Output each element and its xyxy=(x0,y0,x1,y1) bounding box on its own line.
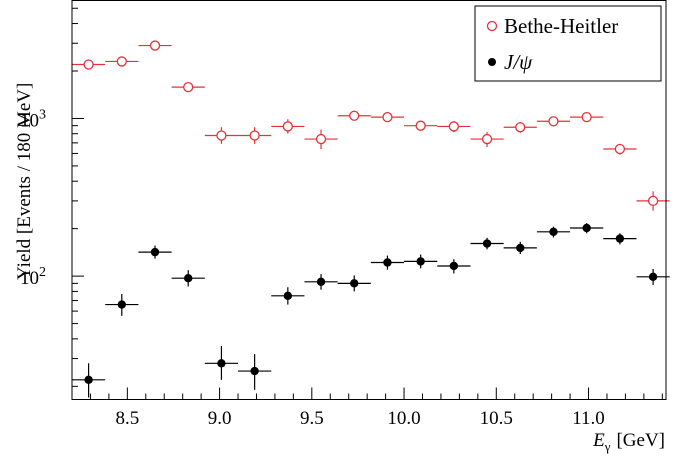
data-point xyxy=(316,277,326,287)
x-axis-symbol: E xyxy=(592,430,605,451)
x-tick-label: 11.0 xyxy=(572,408,605,429)
x-tick-label: 10.5 xyxy=(480,408,513,429)
data-marks xyxy=(72,40,670,398)
data-point xyxy=(549,227,558,237)
legend-label-bethe-heitler: Bethe-Heitler xyxy=(504,14,618,38)
x-tick-label: 9.0 xyxy=(208,408,232,429)
series-jpsi xyxy=(72,223,670,398)
legend-marker-bethe-heitler xyxy=(486,20,498,32)
data-point xyxy=(548,116,559,127)
data-point xyxy=(149,40,161,51)
data-point xyxy=(383,258,392,267)
data-point xyxy=(481,133,493,145)
data-point xyxy=(150,247,160,257)
data-point xyxy=(382,111,393,123)
axis-ticks xyxy=(71,7,663,400)
series-bethe-heitler xyxy=(72,40,670,211)
y-tick-labels: 102 103 xyxy=(20,107,46,289)
data-point xyxy=(83,59,94,70)
x-tick-label: 9.5 xyxy=(300,408,324,429)
data-point xyxy=(216,130,227,141)
y-axis-title: Yield [Events / 180 MeV] xyxy=(14,83,35,280)
data-point xyxy=(283,291,293,301)
data-point xyxy=(249,130,260,141)
legend: Bethe-Heitler J/ψ xyxy=(474,5,662,82)
y-tick-label: 102 xyxy=(20,265,46,289)
legend-marker-jpsi xyxy=(488,58,496,66)
data-point xyxy=(581,111,592,123)
data-point xyxy=(482,239,492,248)
data-point xyxy=(183,81,194,93)
data-point xyxy=(516,243,525,253)
data-point xyxy=(448,121,460,132)
x-axis-title: Eγ [GeV] xyxy=(592,430,665,454)
data-point xyxy=(282,121,293,132)
data-point xyxy=(349,110,360,121)
data-point xyxy=(415,120,426,131)
data-point xyxy=(116,56,127,67)
data-point xyxy=(117,300,127,309)
data-point xyxy=(449,261,459,271)
x-tick-label: 8.5 xyxy=(115,408,139,429)
x-tick-labels: 8.5 9.0 9.5 10.0 10.5 11.0 xyxy=(115,408,604,429)
data-point xyxy=(315,133,327,145)
legend-label-jpsi: J/ψ xyxy=(504,50,533,74)
x-axis-subscript: γ xyxy=(604,439,611,454)
data-point xyxy=(416,257,425,266)
data-point xyxy=(647,195,659,207)
x-axis-unit: [GeV] xyxy=(616,430,665,451)
data-point xyxy=(582,223,591,233)
data-point xyxy=(184,274,193,283)
legend-box xyxy=(474,5,662,82)
plot-frame xyxy=(71,0,667,400)
x-tick-label: 10.0 xyxy=(387,408,420,429)
data-point xyxy=(84,375,93,385)
data-point xyxy=(615,234,625,243)
data-point xyxy=(648,272,658,282)
data-point xyxy=(515,122,526,133)
data-point xyxy=(614,143,626,155)
data-point xyxy=(350,279,359,288)
y-tick-label: 103 xyxy=(20,107,46,131)
data-point xyxy=(217,359,226,368)
data-point xyxy=(250,366,259,376)
